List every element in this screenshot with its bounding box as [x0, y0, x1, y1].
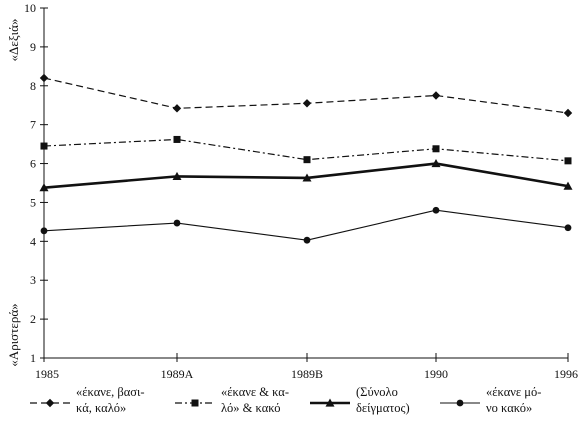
series-1-point [39, 73, 49, 83]
series-2-point [432, 145, 440, 153]
series-3-point [39, 183, 49, 192]
ticks: 1 2 3 4 5 6 7 8 9 10 1985 1989A 1989B 1990 1996 [24, 1, 578, 381]
x-tick-label: 1989B [291, 367, 323, 381]
legend-label-4: «έκανε μό-νο κακό» [486, 385, 541, 415]
x-tick-label: 1989A [161, 367, 194, 381]
series-2-point [40, 142, 48, 150]
legend-label-1: «έκανε, βασι-κά, καλό» [76, 385, 145, 415]
legend-swatch-marker-4 [456, 399, 464, 407]
series-1-point [431, 91, 441, 100]
series-3-point [172, 171, 182, 180]
series-2-point [173, 135, 181, 143]
legend-swatch-marker-2 [191, 399, 199, 407]
x-tick-label: 1996 [554, 367, 578, 381]
x-tick-label: 1985 [35, 367, 59, 381]
y-label-right: «Δεξιά» [6, 19, 21, 62]
series-2-point [303, 156, 311, 164]
y-tick-label: 5 [30, 195, 36, 209]
series-line-2 [43, 138, 569, 162]
y-tick-label: 10 [24, 1, 36, 15]
x-tick-label: 1990 [424, 367, 448, 381]
y-tick-label: 9 [30, 40, 36, 54]
series-1-point [302, 99, 312, 108]
y-tick-label: 7 [30, 118, 36, 132]
legend-label-line: δείγματος) [356, 401, 410, 415]
series-1-point [172, 104, 182, 113]
series-4-point [303, 236, 311, 244]
series-4-point [173, 219, 181, 227]
y-tick-label: 1 [30, 351, 36, 365]
axes [43, 8, 568, 359]
y-label-left: «Αριστερά» [6, 303, 21, 366]
y-tick-label: 3 [30, 273, 36, 287]
series-4-point [432, 206, 440, 214]
legend: «έκανε, βασι-κά, καλό» «έκανε & κα-λό» & … [30, 385, 541, 415]
series-markers [39, 73, 573, 244]
legend-label-line: «έκανε & κα- [221, 385, 289, 399]
legend-swatch-marker-3 [325, 398, 335, 407]
legend-label-line: «έκανε, βασι- [76, 385, 145, 399]
legend-label-line: (Σύνολο [356, 385, 398, 399]
y-tick-label: 8 [30, 79, 36, 93]
y-tick-label: 2 [30, 312, 36, 326]
legend-swatch-marker-1 [45, 398, 55, 408]
series-3-point [431, 159, 441, 168]
series-1-point [563, 108, 573, 118]
legend-label-line: κά, καλό» [76, 401, 126, 415]
series-3-point [563, 181, 573, 190]
legend-label-2: «έκανε & κα-λό» & κακό [221, 385, 289, 415]
series-line-1 [43, 77, 569, 114]
legend-label-line: νο κακό» [486, 401, 532, 415]
series-line-4 [43, 209, 569, 241]
legend-label-line: «έκανε μό- [486, 385, 541, 399]
y-tick-label: 6 [30, 157, 36, 171]
series-2-point [564, 157, 572, 165]
y-axis-labels: «Δεξιά» «Αριστερά» [6, 19, 21, 367]
series-3-point [302, 173, 312, 182]
legend-label-3: (Σύνολο δείγματος) [356, 385, 410, 415]
y-tick-label: 4 [30, 234, 36, 248]
series-4-point [564, 224, 572, 232]
legend-label-line: λό» & κακό [221, 401, 281, 415]
series-4-point [40, 227, 48, 235]
